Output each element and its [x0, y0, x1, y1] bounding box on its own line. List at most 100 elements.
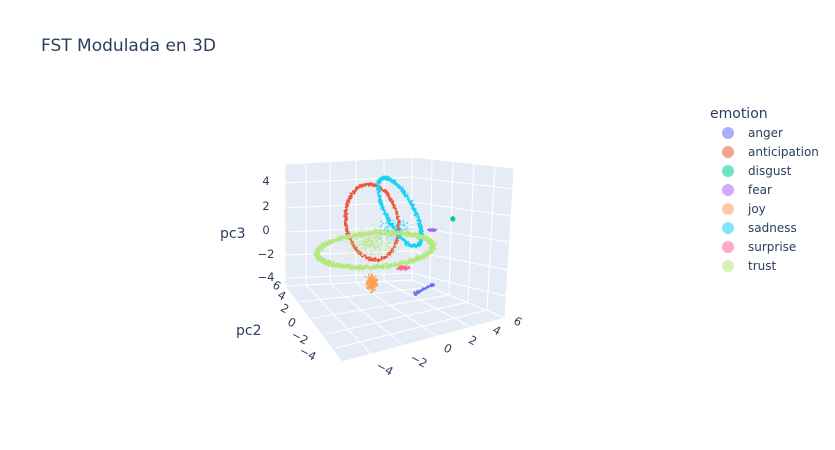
point-sadness: [416, 244, 419, 247]
point-sadness: [402, 238, 404, 240]
point-trust: [361, 226, 362, 228]
point-sadness: [379, 203, 381, 205]
legend-item-joy[interactable]: joy: [722, 202, 766, 216]
legend[interactable]: emotion anger anticipation disgust fear joy s…: [710, 106, 819, 273]
point-anger: [432, 283, 434, 286]
legend-item-anticipation[interactable]: anticipation: [722, 145, 819, 159]
point-trust: [371, 242, 373, 243]
point-sadness: [378, 178, 381, 181]
point-trust: [372, 231, 374, 233]
point-trust: [384, 232, 386, 233]
point-anticipation: [367, 183, 370, 185]
point-sadness: [381, 223, 383, 225]
grid-line: [313, 294, 450, 319]
point-trust: [361, 231, 363, 233]
point-sadness: [413, 213, 416, 216]
point-trust: [396, 249, 398, 251]
legend-item-sadness[interactable]: sadness: [722, 221, 797, 235]
point-sadness: [393, 237, 395, 239]
point-trust: [389, 246, 391, 248]
point-trust: [358, 248, 360, 250]
point-trust: [356, 268, 359, 270]
point-fear: [430, 228, 432, 231]
point-joy: [374, 281, 377, 284]
point-disgust: [450, 217, 453, 220]
point-trust: [362, 240, 364, 242]
point-sadness: [404, 222, 406, 224]
grid-line: [325, 301, 469, 335]
point-sadness: [392, 224, 394, 226]
point-trust: [386, 238, 388, 240]
point-surprise: [403, 266, 405, 268]
point-trust: [434, 243, 437, 246]
point-anticipation: [366, 257, 368, 260]
point-trust: [408, 234, 411, 237]
point-sadness: [407, 243, 410, 245]
point-trust: [349, 251, 351, 253]
point-trust: [374, 259, 376, 261]
point-anticipation: [357, 187, 360, 190]
point-trust: [351, 241, 353, 243]
point-fear: [427, 229, 430, 232]
point-sadness: [407, 229, 409, 231]
point-sadness: [394, 222, 396, 224]
point-joy: [370, 278, 373, 281]
x-tick-label: −2: [408, 350, 430, 370]
point-trust: [415, 256, 418, 259]
point-sadness: [387, 225, 389, 226]
legend-item-fear[interactable]: fear: [722, 183, 772, 197]
point-trust: [350, 238, 352, 240]
point-trust: [363, 231, 365, 233]
grid-line: [411, 201, 512, 217]
point-joy: [369, 287, 371, 290]
point-trust: [373, 237, 375, 239]
legend-item-disgust[interactable]: disgust: [722, 164, 792, 178]
legend-item-surprise[interactable]: surprise: [722, 240, 796, 254]
point-joy: [367, 278, 370, 281]
point-sadness: [390, 180, 392, 183]
point-anticipation: [344, 212, 347, 215]
point-trust: [360, 252, 362, 254]
point-trust: [377, 245, 379, 247]
point-trust: [357, 245, 358, 247]
point-trust: [371, 247, 373, 249]
point-trust: [351, 244, 353, 246]
point-trust: [379, 266, 382, 268]
point-sadness: [397, 227, 399, 229]
point-sadness: [402, 219, 404, 221]
point-trust: [377, 244, 379, 245]
legend-marker: [722, 184, 734, 196]
point-sadness: [397, 236, 399, 238]
legend-marker: [722, 127, 734, 139]
point-anticipation: [347, 197, 350, 200]
point-trust: [396, 246, 398, 248]
point-trust: [350, 235, 353, 238]
point-trust: [379, 237, 381, 239]
point-sadness: [386, 226, 388, 228]
point-trust: [369, 231, 371, 233]
point-anticipation: [388, 198, 390, 200]
point-trust: [393, 240, 395, 242]
legend-item-anger[interactable]: anger: [722, 126, 783, 140]
point-sadness: [400, 188, 403, 190]
point-trust: [363, 244, 365, 245]
grid-line: [411, 272, 507, 297]
point-trust: [377, 253, 379, 255]
point-trust: [375, 246, 377, 248]
point-sadness: [407, 198, 410, 201]
point-trust: [365, 243, 367, 244]
point-anticipation: [371, 259, 374, 262]
point-trust: [366, 248, 367, 250]
point-anticipation: [364, 254, 367, 257]
point-trust: [373, 266, 376, 269]
point-joy: [370, 283, 373, 286]
point-trust: [367, 267, 370, 269]
point-trust: [370, 237, 372, 239]
point-trust: [430, 246, 433, 248]
point-trust: [325, 240, 328, 243]
legend-item-trust[interactable]: trust: [722, 259, 776, 273]
point-sadness: [381, 237, 383, 239]
point-trust: [362, 228, 363, 230]
point-anticipation: [348, 198, 351, 201]
